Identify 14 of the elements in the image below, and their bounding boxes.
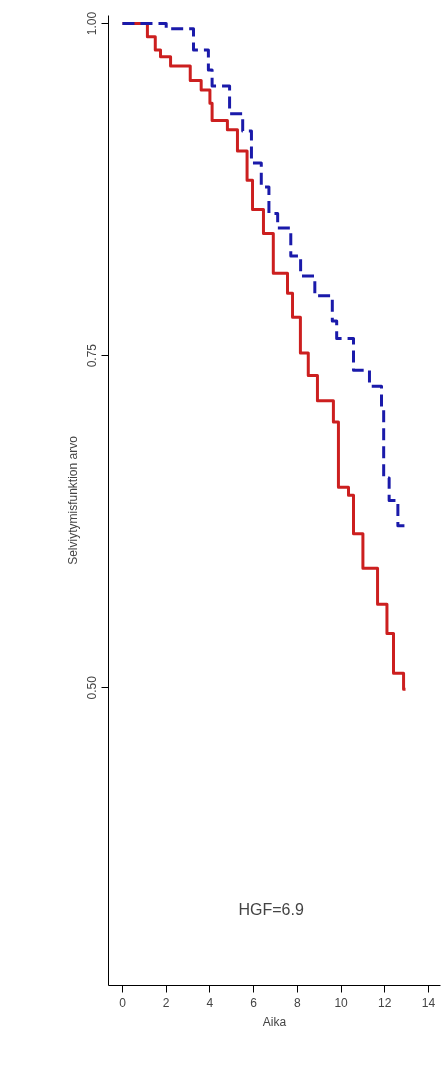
y-axis-title: Selviytymisfunktion arvo [65,435,80,565]
x-tick-label: 14 [421,995,436,1010]
x-tick-label: 4 [206,995,214,1010]
x-axis-title: Aika [262,1014,287,1029]
annotation: HGF=6.9 [238,900,304,918]
x-tick-label: 10 [334,995,349,1010]
x-tick-label: 8 [294,995,301,1010]
x-tick-label: 12 [378,995,392,1010]
x-tick-label: 6 [250,995,258,1010]
y-tick-label: 1.00 [85,11,100,36]
x-tick-label: 2 [162,995,170,1010]
y-tick-label: 0.50 [85,675,100,700]
y-tick-label: 0.75 [85,343,100,368]
x-tick-label: 0 [119,995,127,1010]
